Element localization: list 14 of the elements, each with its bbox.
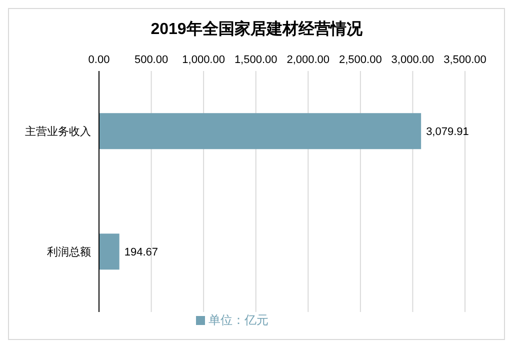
data-label: 194.67	[124, 246, 158, 259]
x-tick-label: 1,500.00	[234, 54, 278, 66]
y-tick-label: 主营业务收入	[25, 125, 91, 138]
x-tick-label: 3,000.00	[391, 54, 434, 66]
x-tick-label: 0.00	[88, 54, 110, 66]
x-tick-label: 1,000.00	[182, 54, 225, 66]
legend-label: 单位：亿元	[208, 313, 268, 327]
x-tick-label: 2,500.00	[339, 54, 382, 66]
x-tick-label: 3,500.00	[444, 54, 486, 66]
x-tick-label: 500.00	[134, 54, 168, 66]
y-tick-label: 利润总额	[47, 246, 91, 259]
data-label: 3,079.91	[426, 126, 469, 138]
chart-title: 2019年全国家居建材经营情况	[150, 19, 364, 40]
x-tick-label: 2,000.00	[286, 54, 330, 66]
